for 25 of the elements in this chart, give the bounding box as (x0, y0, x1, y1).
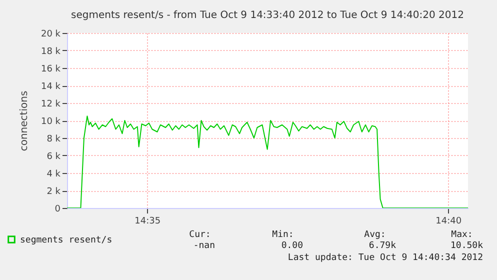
y-tick-label: 6 k (46, 152, 62, 162)
y-tick-label: 12 k (40, 100, 62, 110)
x-tick-label: 14:35 (134, 216, 161, 226)
y-tick-label: 2 k (46, 187, 62, 197)
text: Max: (451, 230, 473, 240)
text: 0.00 (281, 241, 303, 251)
text: Min: (272, 230, 294, 240)
text: 10.50k (450, 241, 484, 251)
text: Cur: (189, 230, 211, 240)
text: Avg: (364, 230, 386, 240)
y-tick-label: 20 k (40, 30, 62, 40)
y-tick-label: 4 k (46, 170, 62, 180)
text: -nan (193, 241, 215, 251)
x-tick-label: 14:40 (436, 216, 462, 226)
legend-label: segments resent/s (20, 236, 112, 246)
text: 6.79k (368, 241, 397, 251)
y-tick-label: 14 k (40, 82, 62, 92)
y-tick-label: 10 k (40, 117, 62, 127)
y-axis-title: connections (18, 90, 30, 152)
chart-title: segments resent/s - from Tue Oct 9 14:33:40 2012 to Tue Oct 9 14:40:20 2012 (71, 10, 464, 21)
text: Last update: Tue Oct 9 14:40:34 2012 (288, 253, 483, 263)
y-tick-label: 0 (54, 204, 61, 214)
y-tick-label: 8 k (46, 134, 62, 144)
y-tick-label: 16 k (40, 64, 62, 74)
y-tick-label: 18 k (40, 47, 62, 57)
